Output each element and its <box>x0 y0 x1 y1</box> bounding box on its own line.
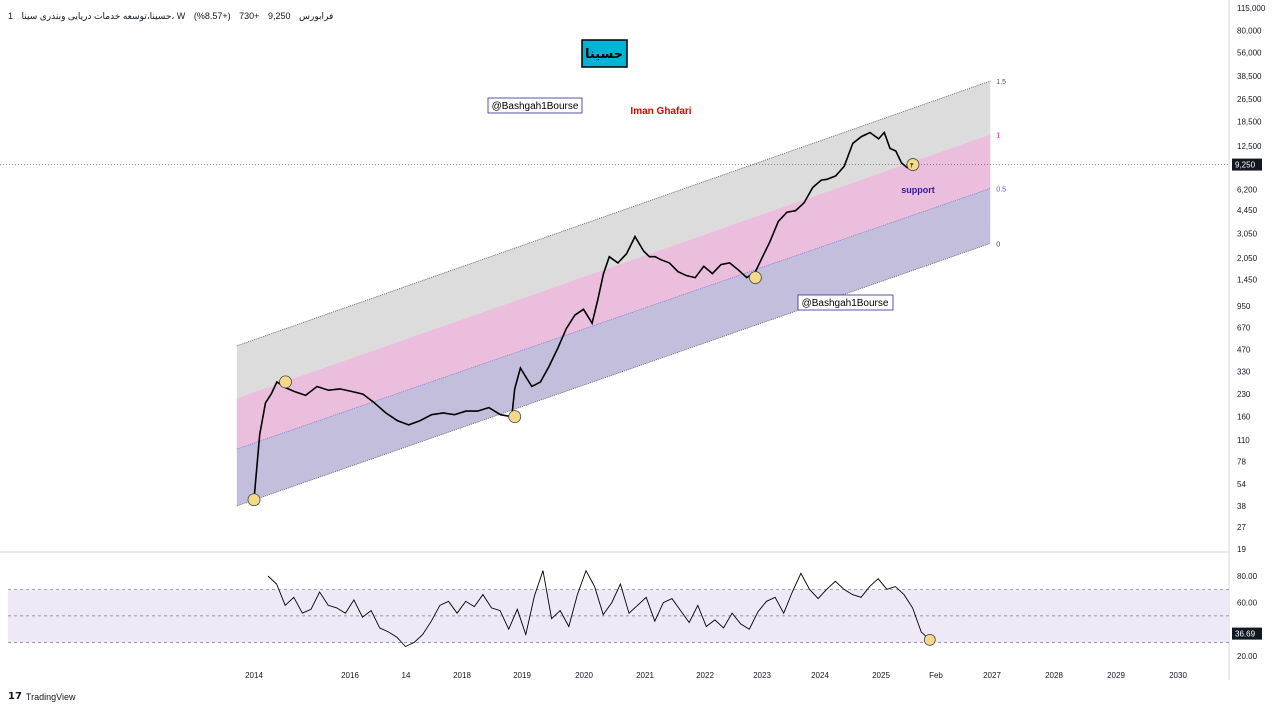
price-line <box>253 130 914 500</box>
channel-level-label: 0.5 <box>996 186 1006 193</box>
price-axis-tick: 110 <box>1237 436 1250 445</box>
price-axis-tick: 80,000 <box>1237 27 1262 36</box>
rsi-band <box>8 589 1229 643</box>
price-axis-tick: 1,450 <box>1237 276 1258 285</box>
price-marker <box>279 375 292 389</box>
time-axis-tick: 2018 <box>453 671 471 680</box>
channel-zone-middle <box>236 134 991 449</box>
price-marker <box>508 410 522 424</box>
marker-digit: ۴ <box>910 163 914 170</box>
watermark-top: @Bashgah1Bourse <box>492 101 579 112</box>
price-marker <box>906 158 920 171</box>
price-axis-tick: 78 <box>1237 457 1246 466</box>
time-axis-tick: 2025 <box>872 671 890 680</box>
watermark-bottom-box <box>797 294 894 311</box>
support-label: support <box>901 185 935 195</box>
price-axis-tick: 38 <box>1237 502 1246 511</box>
time-axis-tick: 2023 <box>753 671 771 680</box>
ticker-box <box>581 39 628 68</box>
time-axis-tick: 2016 <box>341 671 359 680</box>
time-axis-tick: 2029 <box>1107 671 1125 680</box>
tradingview-icon: 𝟭𝟳 <box>8 691 22 702</box>
price-axis-tick: 230 <box>1237 390 1251 399</box>
watermark-top-box <box>487 97 583 114</box>
author-label: Iman Ghafari <box>630 106 691 117</box>
rsi-axis-tick: 80.00 <box>1237 572 1258 581</box>
tradingview-wordmark: TradingView <box>25 691 76 702</box>
channel-level-label: 1 <box>996 133 1000 140</box>
price-axis-tick: 950 <box>1237 302 1251 311</box>
price-marker <box>748 271 762 284</box>
rsi-marker <box>923 633 936 646</box>
ticker-box-label: حسینا <box>585 46 623 61</box>
price-axis-tick: 26,500 <box>1237 95 1262 104</box>
symbol-name[interactable]: حسینا،توسعه خدمات دریایی وبندری سینا، W <box>21 11 186 21</box>
interval-label[interactable]: 1 <box>8 11 14 21</box>
price-axis-tick: 3,050 <box>1237 230 1258 239</box>
price-axis-tick: 18,500 <box>1237 118 1262 127</box>
price-axis-tick: 4,450 <box>1237 206 1258 215</box>
time-axis-tick: 2028 <box>1045 671 1063 680</box>
time-axis-tick: 2024 <box>811 671 829 680</box>
channel-line-lower <box>236 243 991 507</box>
time-axis-tick: 2021 <box>636 671 654 680</box>
last-price-badge <box>1232 158 1262 171</box>
rsi-last-label: 36.69 <box>1235 630 1256 639</box>
price-axis-tick: 115,000 <box>1237 4 1266 13</box>
channel-level-label: 1.5 <box>996 79 1006 86</box>
price-axis-tick: 12,500 <box>1237 142 1262 151</box>
price-axis-tick: 19 <box>1237 545 1246 554</box>
tradingview-logo[interactable]: 𝟭𝟳 TradingView <box>8 691 75 702</box>
watermark-bottom: @Bashgah1Bourse <box>802 298 889 309</box>
price-axis-tick: 470 <box>1237 346 1251 355</box>
channel-line-mid <box>236 188 991 450</box>
price-change: +730 <box>239 11 260 21</box>
channel-zone-upper <box>236 81 991 399</box>
rsi-last-badge <box>1232 627 1262 640</box>
time-axis-tick: 2019 <box>513 671 531 680</box>
price-axis-tick: 38,500 <box>1237 72 1262 81</box>
price-change-pct: (+8.57%) <box>193 11 231 21</box>
channel-level-label: 0 <box>996 241 1000 248</box>
rsi-axis-tick: 20.00 <box>1237 652 1258 661</box>
price-value: 9,250 <box>267 11 291 21</box>
price-axis-tick: 54 <box>1237 480 1246 489</box>
time-axis-tick: Feb <box>929 671 943 680</box>
time-axis-tick: 2030 <box>1169 671 1187 680</box>
price-axis-tick: 2,050 <box>1237 254 1258 263</box>
price-axis-tick: 160 <box>1237 413 1251 422</box>
channel-zone-lower <box>236 188 991 506</box>
price-axis-tick: 330 <box>1237 368 1251 377</box>
time-axis-tick: 14 <box>402 671 411 680</box>
price-axis-tick: 27 <box>1237 523 1246 532</box>
time-axis-tick: 2027 <box>983 671 1001 680</box>
price-axis-tick: 670 <box>1237 324 1251 333</box>
time-axis-tick: 2020 <box>575 671 593 680</box>
time-axis-tick: 2014 <box>245 671 263 680</box>
exchange-label: فرابورس <box>299 11 334 21</box>
rsi-axis-tick: 60.00 <box>1237 599 1258 608</box>
price-axis-tick: 6,200 <box>1237 185 1258 194</box>
last-price-label: 9,250 <box>1235 161 1256 170</box>
time-axis-tick: 2022 <box>696 671 714 680</box>
price-axis-tick: 56,000 <box>1237 49 1262 58</box>
rsi-line <box>267 569 931 648</box>
price-marker <box>247 493 261 507</box>
chart-header: 1 حسینا،توسعه خدمات دریایی وبندری سینا، … <box>8 11 339 22</box>
